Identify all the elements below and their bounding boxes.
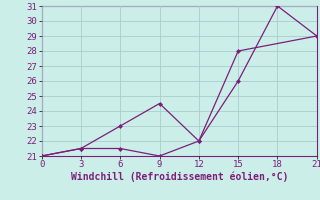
X-axis label: Windchill (Refroidissement éolien,°C): Windchill (Refroidissement éolien,°C) [70,172,288,182]
